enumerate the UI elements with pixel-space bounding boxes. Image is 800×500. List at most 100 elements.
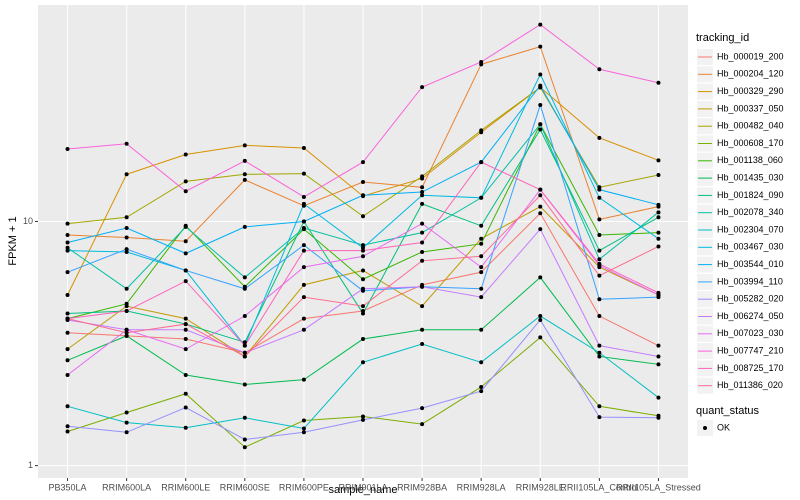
data-point xyxy=(420,406,425,411)
data-point xyxy=(597,297,602,302)
data-point xyxy=(242,275,247,280)
data-point xyxy=(124,215,129,220)
legend-label: Hb_008725_170 xyxy=(717,363,784,373)
data-point xyxy=(538,83,543,88)
data-point xyxy=(420,240,425,245)
data-point xyxy=(479,286,484,291)
data-point xyxy=(124,410,129,415)
data-point xyxy=(183,322,188,327)
data-point xyxy=(183,337,188,342)
data-point xyxy=(242,354,247,359)
data-point xyxy=(301,282,306,287)
data-point xyxy=(479,360,484,365)
data-point xyxy=(479,195,484,200)
data-point xyxy=(301,295,306,300)
data-point xyxy=(420,190,425,195)
data-point xyxy=(65,404,70,409)
data-point xyxy=(301,194,306,199)
data-point xyxy=(301,226,306,231)
data-point xyxy=(538,72,543,77)
data-point xyxy=(597,314,602,319)
data-point xyxy=(656,230,661,235)
data-point xyxy=(479,160,484,165)
legend-label: Hb_000329_290 xyxy=(717,86,784,96)
data-point xyxy=(242,158,247,163)
data-point xyxy=(65,245,70,250)
data-point xyxy=(183,179,188,184)
data-point xyxy=(65,221,70,226)
data-point xyxy=(538,275,543,280)
data-point xyxy=(656,362,661,367)
data-point xyxy=(420,201,425,206)
data-point xyxy=(301,418,306,423)
data-point xyxy=(124,330,129,335)
data-point xyxy=(361,286,365,291)
data-point xyxy=(420,258,425,263)
data-point xyxy=(479,327,484,332)
x-tick-label: RRIM600PE xyxy=(279,482,329,492)
legend-label: Hb_000019_200 xyxy=(717,51,784,61)
data-point xyxy=(656,210,661,215)
legend-label: Hb_000204_120 xyxy=(717,69,784,79)
data-point xyxy=(301,248,306,253)
data-point xyxy=(656,158,661,163)
data-point xyxy=(597,187,602,192)
data-point xyxy=(183,391,188,396)
data-point xyxy=(538,187,543,192)
data-point xyxy=(361,277,365,282)
data-point xyxy=(124,286,129,291)
data-point xyxy=(597,67,602,72)
data-point xyxy=(242,437,247,442)
status-legend-title: quant_status xyxy=(696,405,759,417)
data-point xyxy=(65,358,70,363)
data-point xyxy=(420,230,425,235)
data-point xyxy=(65,147,70,152)
data-point xyxy=(183,251,188,256)
data-point xyxy=(361,311,365,316)
data-point xyxy=(65,270,70,275)
data-point xyxy=(124,172,129,177)
data-point xyxy=(301,265,306,270)
data-point xyxy=(361,214,365,219)
data-point xyxy=(538,335,543,340)
data-point xyxy=(124,226,129,231)
data-point xyxy=(65,424,70,429)
data-point xyxy=(597,404,602,409)
legend-label: Hb_007747_210 xyxy=(717,345,784,355)
data-point xyxy=(183,239,188,244)
x-tick-label: RRII105LA_Stressed xyxy=(616,482,701,492)
data-point xyxy=(479,59,484,64)
legend-label: Hb_000337_050 xyxy=(717,103,784,113)
data-point xyxy=(656,343,661,348)
data-point xyxy=(301,426,306,431)
data-point xyxy=(183,268,188,273)
data-point xyxy=(597,415,602,420)
x-tick-label: RRIM928LE xyxy=(516,482,565,492)
data-point xyxy=(65,429,70,434)
data-point xyxy=(124,420,129,425)
x-axis-title: sample_name xyxy=(328,484,397,496)
data-point xyxy=(420,327,425,332)
data-point xyxy=(656,80,661,85)
data-point xyxy=(361,245,365,250)
data-point xyxy=(301,201,306,206)
data-point xyxy=(479,265,484,270)
data-point xyxy=(597,248,602,253)
data-point xyxy=(361,337,365,342)
data-point xyxy=(124,430,129,435)
data-point xyxy=(656,415,661,420)
data-point xyxy=(538,314,543,319)
legend-label: Hb_000608_170 xyxy=(717,138,784,148)
x-tick-label: RRIM928LA xyxy=(457,482,506,492)
data-point xyxy=(538,102,543,107)
legend-label: Hb_001138_060 xyxy=(717,155,783,165)
y-tick-label: 10 xyxy=(23,216,33,226)
data-point xyxy=(656,172,661,177)
legend-label: Hb_002304_070 xyxy=(717,224,784,234)
x-tick-label: PB350LA xyxy=(49,482,87,492)
data-point xyxy=(301,430,306,435)
x-tick-label: RRIM600LA xyxy=(102,482,151,492)
data-point xyxy=(183,347,188,352)
data-point xyxy=(301,327,306,332)
